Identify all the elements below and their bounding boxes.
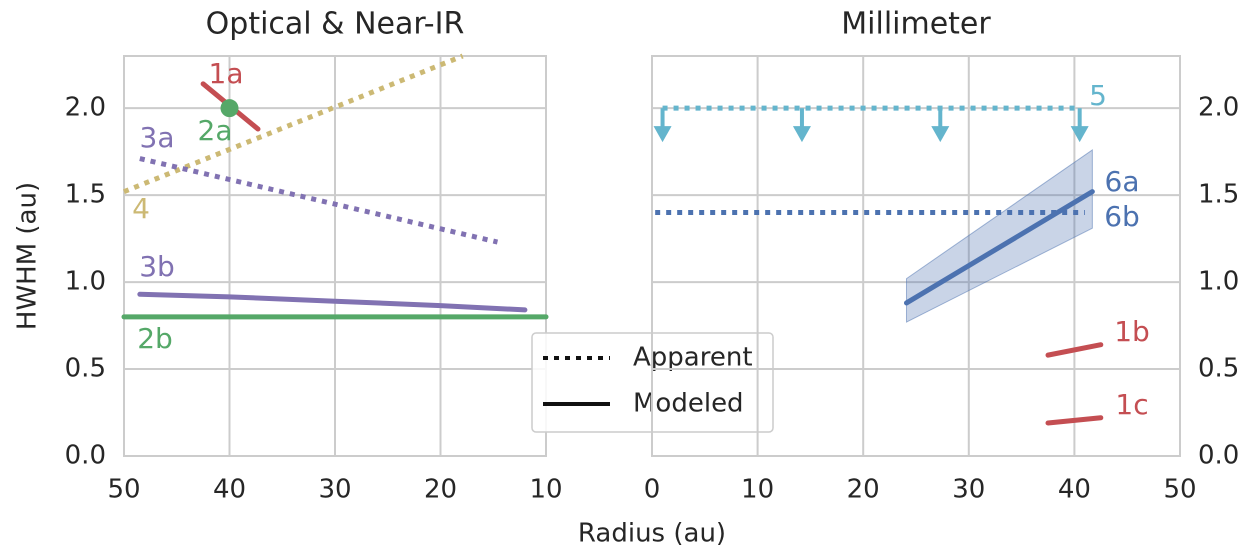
x-tick-label: 30 bbox=[318, 475, 351, 505]
panel-frame bbox=[123, 55, 547, 457]
y-tick-label: 0.0 bbox=[1198, 441, 1239, 471]
y-tick-label: 0.5 bbox=[1198, 354, 1239, 384]
series-line bbox=[903, 189, 1095, 306]
x-tick-label: 30 bbox=[952, 475, 985, 505]
data-point bbox=[220, 99, 239, 118]
upper-limit-arrow bbox=[1070, 108, 1089, 143]
x-tick-label: 0 bbox=[644, 475, 661, 505]
upper-limit-arrow bbox=[931, 108, 950, 143]
x-tick-label: 10 bbox=[741, 475, 774, 505]
x-tick-label: 40 bbox=[213, 475, 246, 505]
arrow-head bbox=[1070, 126, 1089, 143]
series-label: 4 bbox=[132, 192, 150, 225]
arrow-head bbox=[931, 126, 950, 143]
legend-label: Modeled bbox=[633, 389, 744, 419]
series-label: 2a bbox=[198, 114, 233, 147]
uncertainty-band bbox=[905, 148, 1093, 323]
series-label: 3a bbox=[140, 121, 175, 154]
y-tick-label: 1.0 bbox=[65, 267, 106, 297]
y-tick-label: 2.0 bbox=[1198, 93, 1239, 123]
series-line bbox=[139, 156, 499, 245]
y-axis-label: HWHM (au) bbox=[13, 182, 43, 330]
x-tick-label: 40 bbox=[1058, 475, 1091, 505]
x-tick-label: 20 bbox=[424, 475, 457, 505]
y-tick-label: 1.0 bbox=[1198, 267, 1239, 297]
upper-limit-arrow bbox=[653, 108, 672, 143]
y-tick-label: 0.5 bbox=[65, 354, 106, 384]
series-label: 1c bbox=[1115, 388, 1148, 421]
series-line bbox=[1045, 342, 1104, 358]
series-label: 2b bbox=[137, 322, 173, 355]
x-tick-label: 20 bbox=[847, 475, 880, 505]
series-label: 3b bbox=[139, 250, 175, 283]
upper-limit-arrow bbox=[792, 108, 811, 143]
y-tick-label: 1.5 bbox=[65, 180, 106, 210]
series-label: 1b bbox=[1114, 315, 1150, 348]
legend-label: Apparent bbox=[633, 343, 753, 373]
series-label: 6b bbox=[1104, 200, 1140, 233]
x-tick-label: 10 bbox=[529, 475, 562, 505]
series-label: 1a bbox=[209, 57, 244, 90]
arrow-head bbox=[792, 126, 811, 143]
panel-frame bbox=[651, 55, 1181, 457]
panel-title: Optical & Near-IR bbox=[206, 7, 465, 42]
y-tick-label: 0.0 bbox=[65, 441, 106, 471]
panel-title: Millimeter bbox=[841, 7, 991, 42]
y-tick-label: 2.0 bbox=[65, 93, 106, 123]
series-line bbox=[123, 53, 464, 194]
y-tick-label: 1.5 bbox=[1198, 180, 1239, 210]
arrow-head bbox=[653, 126, 672, 143]
series-label: 5 bbox=[1089, 79, 1107, 112]
x-axis-label: Radius (au) bbox=[578, 519, 726, 549]
series-line bbox=[137, 291, 528, 313]
x-tick-label: 50 bbox=[1163, 475, 1196, 505]
x-tick-label: 50 bbox=[107, 475, 140, 505]
series-label: 6a bbox=[1105, 165, 1140, 198]
series-line bbox=[1045, 415, 1104, 426]
